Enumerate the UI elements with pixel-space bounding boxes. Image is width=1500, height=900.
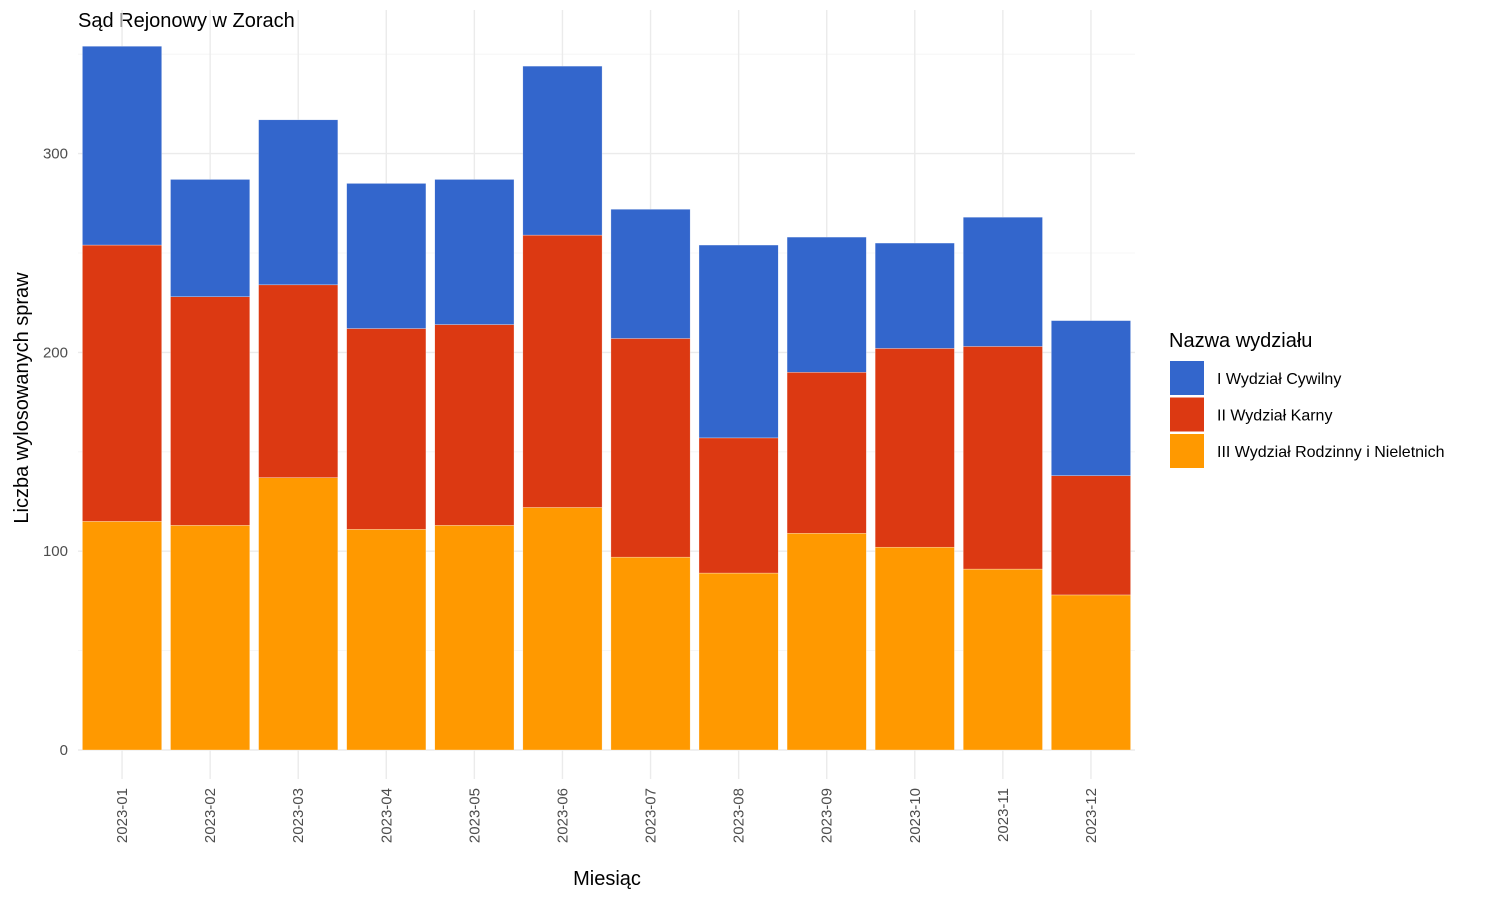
y-tick-label: 0 (60, 742, 68, 759)
bar-segment (786, 372, 867, 534)
legend-swatch (1170, 397, 1204, 432)
bar-segment (170, 296, 251, 526)
x-tick-label: 2023-09 (819, 788, 836, 843)
x-tick-label: 2023-08 (731, 788, 748, 843)
x-axis-ticks: 2023-01 2023-02 2023-03 2023-04 2023-05 2023-… (114, 788, 1100, 843)
bar-segment (82, 521, 162, 751)
bar-segment (258, 477, 339, 751)
bar-segment (82, 244, 162, 522)
y-tick-label: 300 (43, 146, 68, 163)
bar-segment (170, 525, 251, 751)
bar-segment (698, 244, 779, 439)
bar-segment (698, 572, 779, 751)
bar-segment (170, 179, 251, 297)
y-axis-ticks: 0 100 200 300 (43, 146, 68, 759)
y-tick-label: 200 (43, 344, 68, 361)
bar-segment (610, 209, 691, 339)
legend-swatch (1170, 361, 1204, 395)
x-tick-label: 2023-11 (995, 788, 1012, 842)
x-tick-label: 2023-02 (202, 788, 219, 843)
bar-segment (522, 65, 603, 236)
x-tick-label: 2023-05 (466, 788, 483, 843)
legend-label: II Wydział Karny (1217, 408, 1332, 425)
bar-segment (434, 324, 515, 526)
bars (82, 45, 1131, 751)
legend-label: I Wydział Cywilny (1217, 371, 1341, 388)
bar-segment (258, 119, 339, 286)
legend-swatch (1170, 434, 1204, 468)
bar-segment (610, 556, 691, 751)
bar-segment (874, 348, 955, 548)
bar-segment (434, 525, 515, 751)
legend-label: III Wydział Rodzinny i Nieletnich (1217, 444, 1445, 461)
bar-segment (786, 533, 867, 751)
bar-segment (434, 179, 515, 325)
bar-segment (610, 338, 691, 558)
x-tick-label: 2023-12 (1083, 788, 1100, 843)
bar-segment (1051, 475, 1131, 596)
bar-segment (346, 328, 427, 530)
bar-segment (962, 346, 1043, 570)
bar-segment (786, 236, 867, 373)
x-tick-label: 2023-01 (114, 788, 131, 843)
bar-segment (1051, 320, 1131, 476)
bar-segment (962, 568, 1043, 751)
bar-segment (522, 507, 603, 751)
bar-segment (1051, 594, 1131, 751)
x-tick-label: 2023-06 (554, 788, 571, 843)
bar-segment (874, 546, 955, 751)
legend-title: Nazwa wydziału (1169, 330, 1312, 352)
bar-segment (874, 242, 955, 349)
y-tick-label: 100 (43, 543, 68, 560)
bar-segment (346, 529, 427, 751)
x-tick-label: 2023-04 (378, 788, 395, 843)
chart-title: Sąd Rejonowy w Zorach (78, 10, 295, 32)
x-tick-label: 2023-03 (290, 788, 307, 843)
x-axis-title: Miesiąc (573, 868, 641, 890)
bar-segment (698, 437, 779, 574)
x-tick-label: 2023-07 (643, 788, 660, 843)
bar-segment (522, 234, 603, 508)
bar-segment (962, 216, 1043, 347)
bar-segment (346, 183, 427, 329)
bar-segment (258, 284, 339, 478)
y-axis-title: Liczba wylosowanych spraw (11, 272, 33, 524)
bar-segment (82, 45, 162, 246)
x-tick-label: 2023-10 (907, 788, 924, 843)
legend: Nazwa wydziału I Wydział Cywilny II Wydzi… (1169, 330, 1445, 468)
